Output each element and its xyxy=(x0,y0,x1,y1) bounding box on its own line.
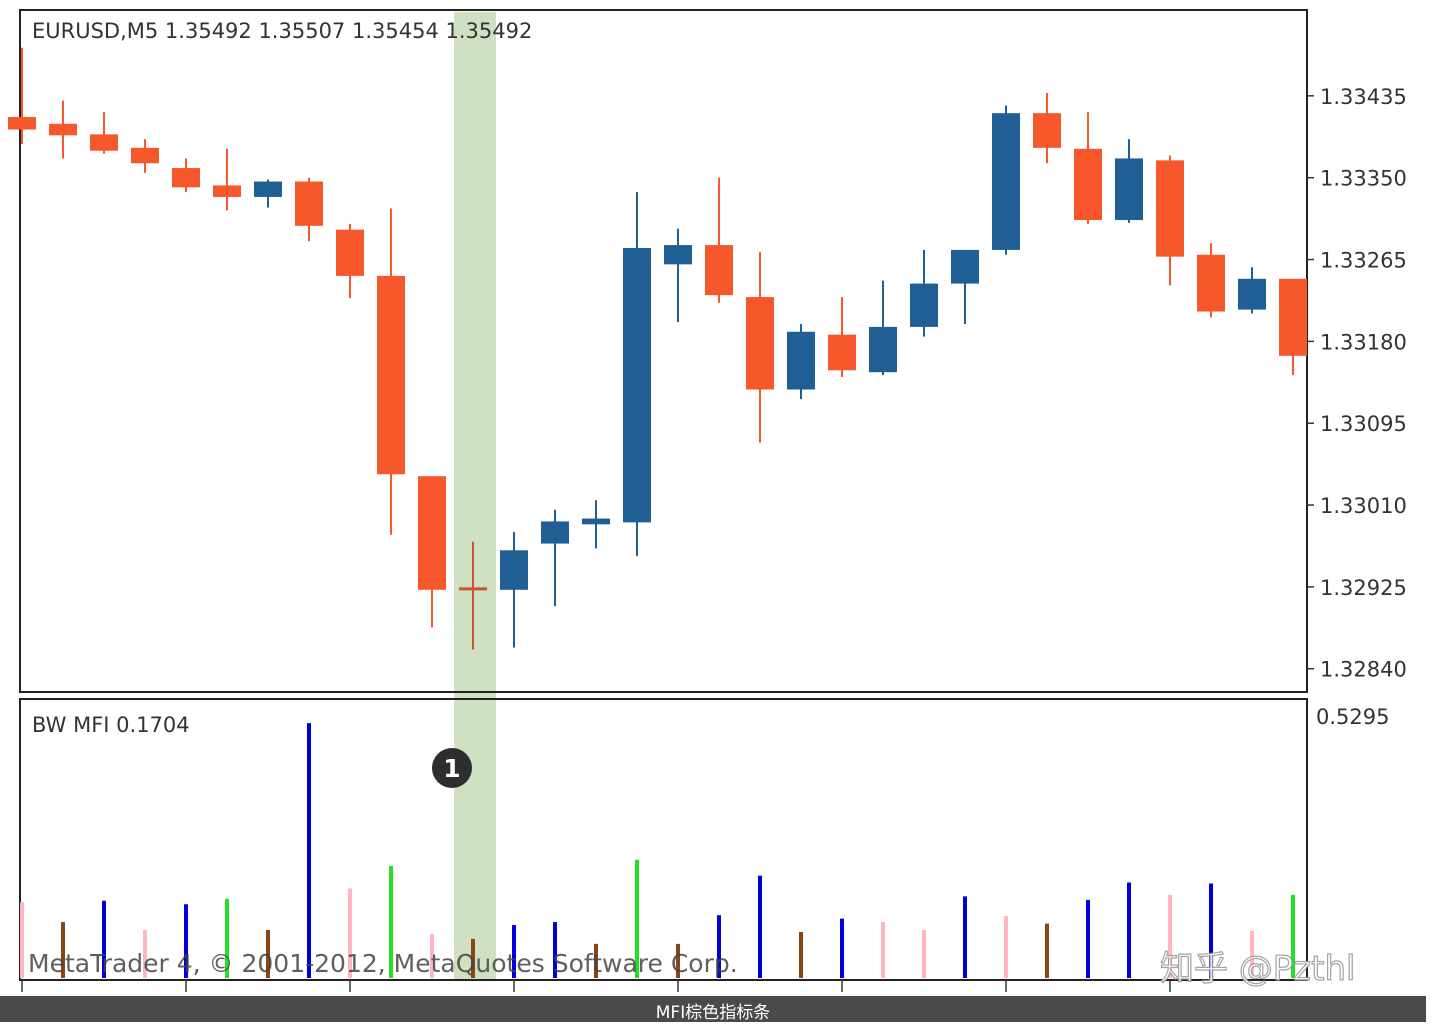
candle-body xyxy=(1074,148,1102,221)
price-panel-frame xyxy=(19,9,1308,693)
candle-body xyxy=(664,245,692,265)
mfi-bar-series xyxy=(20,723,1295,978)
price-tick-label: 1.33435 xyxy=(1320,85,1407,109)
candle-body xyxy=(623,247,651,523)
mfi-tick-label: 0.5295 xyxy=(1316,705,1389,729)
price-tick-label: 1.33010 xyxy=(1320,494,1407,518)
price-tick-label: 1.33180 xyxy=(1320,330,1407,354)
candle-body xyxy=(1033,113,1061,148)
price-tick-label: 1.33095 xyxy=(1320,412,1407,436)
candle-body xyxy=(951,249,979,284)
candle-body xyxy=(992,113,1020,250)
highlight-marker: 1 xyxy=(432,748,472,788)
candle-body xyxy=(254,181,282,197)
candle-body xyxy=(787,331,815,390)
caption-bar xyxy=(0,996,1426,1022)
candle-body xyxy=(418,476,446,590)
candle-body xyxy=(582,518,610,525)
candle-body xyxy=(746,297,774,390)
figure-caption: MFI棕色指标条 xyxy=(655,1003,771,1023)
copyright-text: MetaTrader 4, © 2001-2012, MetaQuotes So… xyxy=(28,949,738,978)
price-axis: 1.33435 1.33350 1.33265 1.33180 1.33095 1.330… xyxy=(1307,85,1407,682)
candle-body xyxy=(336,229,364,276)
candle-body xyxy=(1238,278,1266,310)
price-panel-header: EURUSD,M5 1.35492 1.35507 1.35454 1.3549… xyxy=(32,19,532,43)
candle-body xyxy=(705,245,733,296)
marker-badge xyxy=(432,748,472,788)
candle-body xyxy=(49,123,77,136)
marker-number: 1 xyxy=(443,754,460,783)
candle-body xyxy=(541,521,569,544)
candle-body xyxy=(500,550,528,590)
candle-body xyxy=(1197,254,1225,312)
candle-body xyxy=(1115,158,1143,221)
candle-body xyxy=(295,181,323,226)
candle-body xyxy=(869,326,897,373)
candle-body xyxy=(910,283,938,327)
price-tick-label: 1.33350 xyxy=(1320,167,1407,191)
candle-body xyxy=(377,275,405,475)
candle-body xyxy=(1279,278,1307,356)
highlight-band xyxy=(454,12,496,980)
candle-body xyxy=(1156,160,1184,257)
mfi-panel-frame xyxy=(19,698,1308,981)
candle-body xyxy=(90,134,118,151)
candle-body xyxy=(828,334,856,371)
candle-body xyxy=(172,168,200,188)
watermark: 知乎 @Pzthl xyxy=(1160,949,1355,989)
candlestick-series xyxy=(8,47,1307,650)
mfi-axis: 0.5295 xyxy=(1316,705,1389,729)
candle-body xyxy=(131,147,159,164)
price-tick-label: 1.33265 xyxy=(1320,249,1407,273)
candle-body xyxy=(8,117,36,130)
price-tick-label: 1.32840 xyxy=(1320,658,1407,682)
price-tick-label: 1.32925 xyxy=(1320,576,1407,600)
mfi-panel-header: BW MFI 0.1704 xyxy=(32,713,190,737)
candle-body xyxy=(213,185,241,197)
